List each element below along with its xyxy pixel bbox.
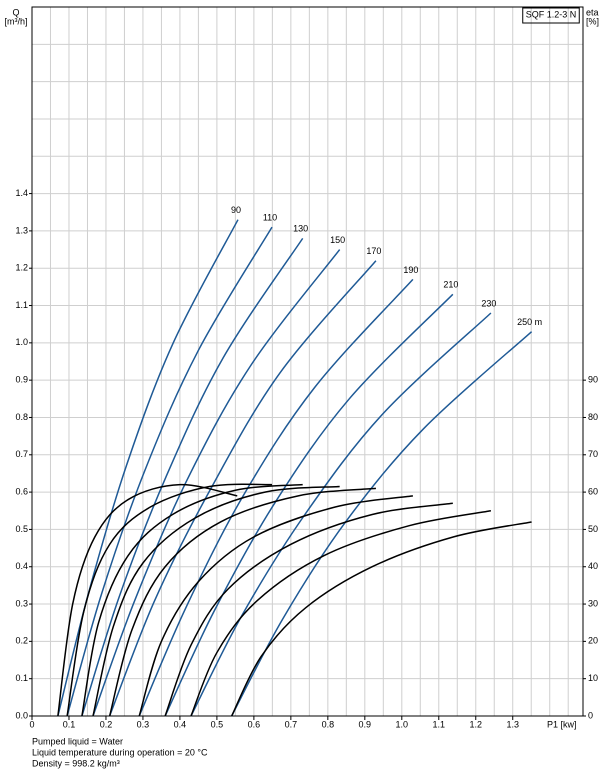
efficiency-curve [231,521,532,717]
y-tick-label: 1.2 [15,263,28,273]
x-tick-label: 0.6 [248,719,261,729]
curve-label: 190 [403,265,418,275]
note: Pumped liquid = Water [32,736,123,746]
x-axis-label: P1 [kw] [547,719,577,729]
y-tick-label: 0.1 [15,673,28,683]
efficiency-curve [66,483,273,717]
y2-tick-label: 80 [588,412,598,422]
y-axis-unit: [m³/h] [4,16,27,26]
x-tick-label: 1.2 [470,719,483,729]
y-tick-label: 0.8 [15,412,28,422]
title-frame [522,7,580,24]
curve-label: 230 [481,298,496,308]
flow-curve [57,219,239,717]
x-tick-label: 1.0 [396,719,409,729]
efficiency-curve [57,483,238,717]
note: Liquid temperature during operation = 20… [32,747,208,757]
efficiency-curve [92,485,340,717]
curve-label: 110 [263,213,277,223]
y2-tick-label: 30 [588,598,598,608]
note: Density = 998.2 kg/m³ [32,758,120,768]
efficiency-curve [190,510,492,717]
y2-tick-label: 40 [588,561,598,571]
curve-label: 90 [231,205,241,215]
y2-tick-label: 60 [588,486,598,496]
x-tick-label: 0.8 [322,719,335,729]
y-tick-label: 0.7 [15,449,28,459]
flow-curve [138,278,414,717]
y2-axis-unit: [%] [586,16,599,26]
efficiency-curve [138,495,413,717]
flow-curve [92,249,341,717]
plot-frame [31,6,584,717]
flow-curve [81,237,304,717]
x-tick-label: 0.5 [211,719,224,729]
x-tick-label: 1.1 [433,719,446,729]
y-tick-label: 0.6 [15,486,28,496]
y2-tick-label: 0 [588,710,593,720]
x-tick-label: 0.1 [63,719,76,729]
y-tick-label: 1.4 [15,188,28,198]
x-tick-label: 0.3 [137,719,150,729]
chart-title: SQF 1.2-3 N [526,9,577,19]
flow-curve [108,260,377,717]
curve-label: 250 m [517,317,542,327]
efficiency-curve [81,483,303,717]
y2-tick-label: 50 [588,524,598,534]
title-box: SQF 1.2-3 N [522,7,580,24]
y-tick-label: 0.3 [15,598,28,608]
curve-label: 170 [366,246,381,256]
y-tick-label: 0.2 [15,636,28,646]
curve-label: 150 [330,235,345,245]
flow-curve [66,226,273,717]
y-tick-label: 1.0 [15,337,28,347]
x-tick-label: 0.2 [100,719,113,729]
curve-label: 130 [293,224,308,234]
flow-curve [231,331,533,717]
y2-tick-label: 70 [588,449,598,459]
y-axis-label: Q [12,7,19,17]
flow-curve [190,312,492,717]
curve-label: 210 [443,280,458,290]
y2-axis-label: eta [586,7,599,17]
y-tick-label: 0.4 [15,561,28,571]
y2-tick-label: 10 [588,673,598,683]
efficiency-curve [164,502,453,717]
efficiency-curve [108,487,376,717]
y2-tick-label: 20 [588,636,598,646]
y2-tick-label: 90 [588,375,598,385]
x-tick-label: 0.7 [285,719,298,729]
y-tick-label: 0.0 [15,710,28,720]
y-tick-label: 1.1 [15,300,28,310]
x-tick-label: 0.9 [359,719,372,729]
y-tick-label: 1.3 [15,225,28,235]
flow-curve [164,293,454,717]
x-tick-label: 0 [29,719,34,729]
x-tick-label: 1.3 [506,719,519,729]
x-tick-label: 0.4 [174,719,187,729]
y-tick-label: 0.5 [15,524,28,534]
y-tick-label: 0.9 [15,375,28,385]
